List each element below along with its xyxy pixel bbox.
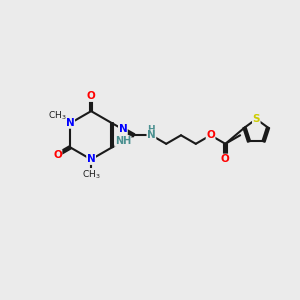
- Text: N: N: [66, 118, 75, 128]
- Text: O: O: [53, 150, 62, 160]
- Text: N: N: [87, 154, 95, 164]
- Text: O: O: [221, 154, 230, 164]
- Text: H: H: [148, 125, 155, 134]
- Text: S: S: [253, 114, 260, 124]
- Text: O: O: [206, 130, 215, 140]
- Text: O: O: [87, 92, 95, 101]
- Text: N: N: [147, 130, 156, 140]
- Text: N: N: [118, 124, 127, 134]
- Text: CH$_3$: CH$_3$: [82, 169, 100, 181]
- Text: CH$_3$: CH$_3$: [48, 109, 66, 122]
- Text: NH: NH: [115, 136, 131, 146]
